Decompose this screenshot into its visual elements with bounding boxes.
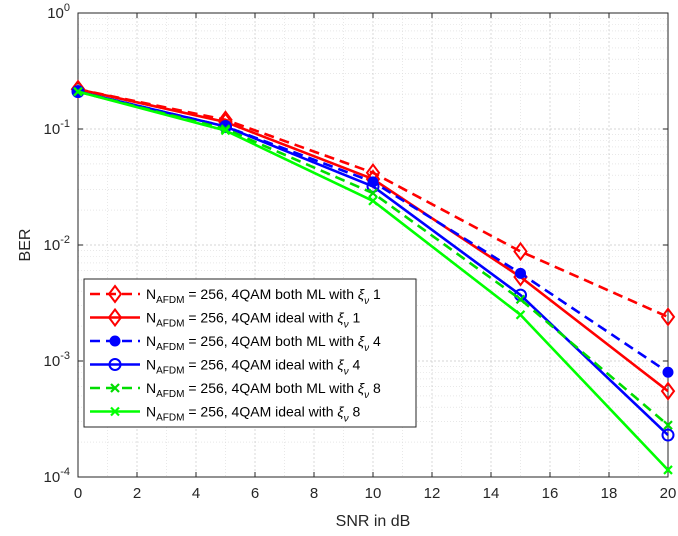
legend: NAFDM = 256, 4QAM both ML with ξν 1 NAFDM… [83,278,417,428]
legend-entry: NAFDM = 256, 4QAM ideal with ξν 8 [90,404,361,425]
y-tick-label: 10-4 [44,466,70,486]
y-tick-label: 100 [47,2,70,22]
x-tick-label: 16 [542,485,559,502]
legend-label: NAFDM = 256, 4QAM ideal with ξν 8 [146,404,361,425]
series-point [513,241,528,262]
series-6 [73,86,673,475]
legend-entry: NAFDM = 256, 4QAM ideal with ξν 1 [90,307,361,331]
series-point [220,125,231,136]
series-point [663,420,673,430]
x-tick-label: 14 [483,485,500,502]
series-line [77,90,669,436]
legend-entry: NAFDM = 256, 4QAM both ML with ξν 1 [90,284,381,307]
series-point [661,428,675,442]
legend-marker [107,307,123,328]
series-point [662,366,674,378]
x-tick-label: 20 [660,485,677,502]
legend-marker [109,335,121,347]
series-point [663,465,673,475]
legend-label: NAFDM = 256, 4QAM both ML with ξν 4 [146,333,381,354]
y-axis-label: BER [17,229,34,262]
y-axis-ticks: 100 10-1 10-2 10-3 10-4 [44,2,668,486]
x-axis-ticks: 0 2 4 6 8 10 12 14 16 18 20 [74,13,677,502]
x-tick-label: 18 [601,485,618,502]
series-point [515,294,526,305]
series-point [73,86,83,97]
x-tick-label: 8 [310,485,318,502]
x-axis-label: SNR in dB [336,513,411,530]
legend-box [83,278,417,428]
legend-entry: NAFDM = 256, 4QAM ideal with ξν 4 [90,357,361,378]
x-tick-label: 4 [192,485,200,502]
legend-marker [107,284,123,304]
series-point [515,267,526,279]
legend-marker [110,406,120,417]
series-layer [70,79,676,475]
x-tick-label: 10 [365,485,382,502]
y-tick-label: 10-2 [44,234,70,254]
legend-label: NAFDM = 256, 4QAM both ML with ξν 1 [146,286,381,307]
y-tick-label: 10-3 [44,350,70,370]
legend-label: NAFDM = 256, 4QAM ideal with ξν 1 [146,310,361,331]
legend-marker [110,383,120,393]
series-point [660,381,676,401]
series-point [368,188,378,198]
y-tick-label: 10-1 [44,118,70,138]
series-point [368,196,378,206]
series-point [515,310,526,320]
legend-marker [108,358,122,371]
x-tick-label: 12 [424,485,441,502]
legend-entry: NAFDM = 256, 4QAM both ML with ξν 4 [90,333,381,354]
x-tick-label: 6 [251,485,259,502]
legend-entry: NAFDM = 256, 4QAM both ML with ξν 8 [90,380,381,401]
legend-label: NAFDM = 256, 4QAM both ML with ξν 8 [146,380,381,401]
series-point [71,85,85,99]
series-point [660,307,676,327]
x-tick-label: 2 [133,485,141,502]
x-tick-label: 0 [74,485,82,502]
legend-label: NAFDM = 256, 4QAM ideal with ξν 4 [146,357,361,378]
